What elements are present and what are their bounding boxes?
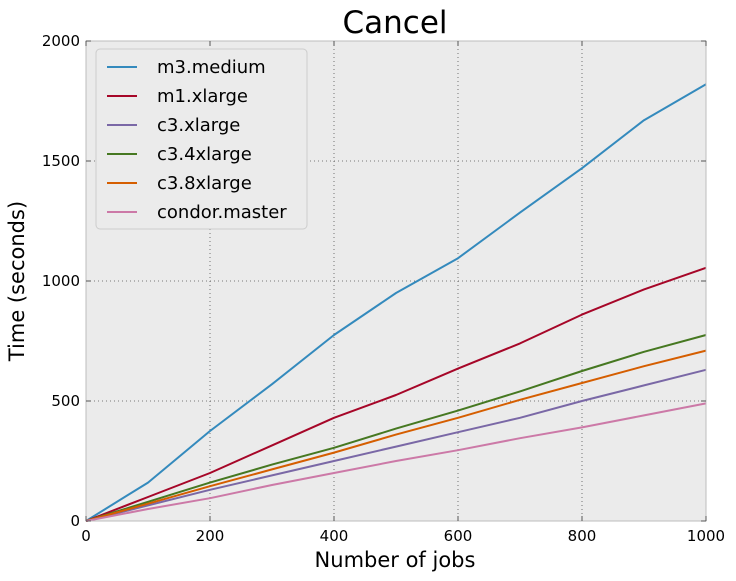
y-axis-label: Time (seconds) xyxy=(5,201,29,362)
x-tick-label: 200 xyxy=(196,527,225,545)
y-tick-label: 1000 xyxy=(42,272,80,290)
legend: m3.medium m1.xlarge c3.xlarge c3.4xlarge c3.… xyxy=(95,48,308,230)
series-line-condor-master xyxy=(85,402,707,522)
legend-label: m3.medium xyxy=(157,57,266,78)
x-tick-label: 800 xyxy=(568,527,597,545)
legend-label: c3.xlarge xyxy=(157,115,240,136)
chart-title: Cancel xyxy=(342,5,447,41)
y-tick-label: 500 xyxy=(51,392,80,410)
x-axis-label: Number of jobs xyxy=(315,548,476,572)
legend-label: m1.xlarge xyxy=(157,86,248,107)
y-tick-label: 0 xyxy=(70,512,80,530)
legend-label: c3.8xlarge xyxy=(157,173,252,194)
series-line-m1-xlarge xyxy=(85,266,707,522)
axis-ticks: 0 200 400 600 800 1000 0 500 1000 1500 2000 xyxy=(42,32,725,545)
x-tick-label: 400 xyxy=(320,527,349,545)
series-line-c3-8xlarge xyxy=(85,349,707,522)
y-tick-label: 1500 xyxy=(42,152,80,170)
x-tick-label: 1000 xyxy=(687,527,725,545)
legend-label: condor.master xyxy=(157,202,287,223)
series-line-c3-xlarge xyxy=(85,368,707,522)
y-tick-label: 2000 xyxy=(42,32,80,50)
series-line-m3-medium xyxy=(85,83,707,522)
legend-label: c3.4xlarge xyxy=(157,144,252,165)
legend-box xyxy=(95,48,308,230)
x-tick-label: 600 xyxy=(444,527,473,545)
series-lines xyxy=(85,83,707,522)
series-line-c3-4xlarge xyxy=(85,334,707,522)
x-tick-label: 0 xyxy=(81,527,91,545)
